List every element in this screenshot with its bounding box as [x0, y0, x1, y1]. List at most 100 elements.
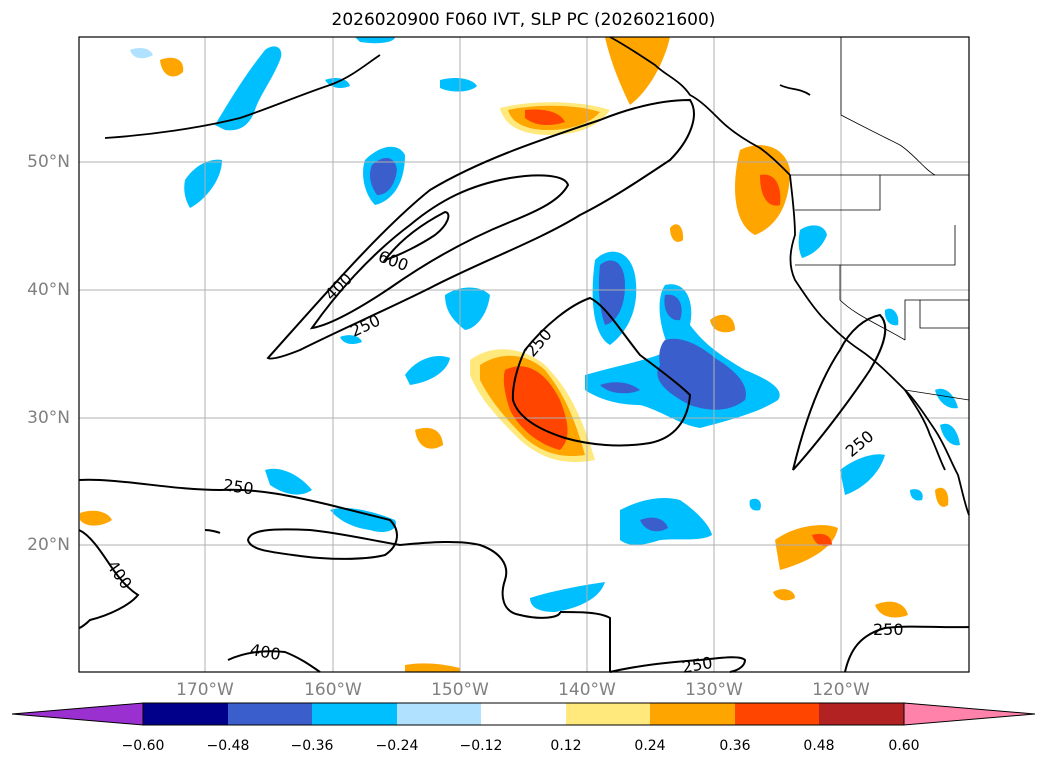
- colorbar-segment: [819, 703, 904, 725]
- anomaly-patch: [598, 260, 625, 325]
- lon-label: 170°W: [176, 680, 234, 700]
- anomaly-patch: [440, 78, 477, 92]
- contour-label: 250: [681, 653, 714, 677]
- anomaly-patch: [670, 224, 684, 242]
- colorbar-tick-label: 0.36: [719, 738, 751, 754]
- lon-label: 140°W: [558, 680, 616, 700]
- colorbar-segment: [735, 703, 819, 725]
- colorbar-tick-label: −0.48: [206, 738, 250, 754]
- contour-line: [382, 210, 450, 262]
- anomaly-patch: [875, 601, 908, 618]
- gridlines: [79, 37, 969, 672]
- anomaly-patch: [130, 47, 153, 59]
- political-boundaries: [790, 37, 970, 401]
- anomaly-patch: [940, 423, 960, 446]
- anomaly-patch: [525, 109, 565, 126]
- positive-anomaly-fields: [80, 37, 949, 672]
- anomaly-patch: [935, 487, 949, 507]
- contour-line: [309, 174, 570, 330]
- anomaly-patch: [884, 308, 899, 326]
- lat-label: 50°N: [27, 152, 70, 172]
- colorbar-segment: [228, 703, 312, 725]
- anomaly-patch: [415, 427, 443, 449]
- colorbar-tick-label: −0.36: [290, 738, 334, 754]
- lat-label: 40°N: [27, 280, 70, 300]
- colorbar-extend-high: [903, 702, 1036, 726]
- anomaly-patch: [340, 335, 362, 345]
- anomaly-patch: [405, 663, 460, 672]
- colorbar-segment: [312, 703, 397, 725]
- anomaly-patch: [160, 57, 184, 77]
- anomaly-patch: [215, 46, 282, 131]
- colorbar: [11, 702, 1036, 726]
- anomaly-patch: [355, 37, 395, 44]
- anomaly-patch: [530, 582, 605, 612]
- contour-line: [609, 656, 747, 673]
- anomaly-patch: [749, 498, 761, 511]
- coastline-aleutians: [104, 54, 381, 139]
- contour-line: [78, 529, 140, 629]
- coastlines: [104, 36, 970, 516]
- anomaly-patch: [760, 174, 781, 206]
- map-frame: [78, 36, 970, 673]
- lat-label: 20°N: [27, 535, 70, 555]
- anomaly-patch: [503, 366, 568, 450]
- coastline-alaska: [609, 36, 791, 176]
- contour-label: 250: [222, 475, 255, 498]
- coastline-west-coast: [789, 174, 970, 516]
- anomaly-patch: [664, 294, 682, 321]
- colorbar-tick-label: −0.24: [375, 738, 419, 754]
- anomaly-patch: [184, 159, 222, 208]
- anomaly-patch: [812, 533, 832, 547]
- anomaly-patch: [710, 314, 735, 333]
- lon-label: 160°W: [304, 680, 362, 700]
- colorbar-segment: [397, 703, 481, 725]
- contour-line: [559, 611, 611, 672]
- anomaly-patch: [657, 338, 746, 410]
- anomaly-patch: [605, 37, 670, 105]
- contour-line: [227, 650, 321, 673]
- contour-label: 250: [873, 620, 904, 639]
- colorbar-tick-label: 0.48: [803, 738, 835, 754]
- anomaly-patch: [405, 355, 450, 385]
- contour-line: [78, 478, 561, 619]
- lon-label: 130°W: [685, 680, 743, 700]
- colorbar-tick-label: −0.60: [121, 738, 165, 754]
- coastline-baja: [904, 389, 946, 471]
- anomaly-patch: [798, 225, 827, 258]
- coastline-islands: [779, 84, 811, 96]
- colorbar-tick-label: 0.60: [888, 738, 920, 754]
- colorbar-extend-low: [11, 702, 144, 726]
- anomaly-patch: [840, 454, 885, 495]
- negative-anomaly-fields: [130, 37, 960, 612]
- colorbar-tick-label: −0.12: [459, 738, 503, 754]
- lon-label: 120°W: [812, 680, 870, 700]
- anomaly-patch: [369, 158, 397, 195]
- contour-line: [266, 98, 695, 360]
- colorbar-segment: [650, 703, 735, 725]
- anomaly-patch: [600, 382, 640, 394]
- anomaly-patch: [640, 517, 668, 532]
- anomaly-patch: [265, 468, 312, 495]
- anomaly-patch: [80, 510, 112, 526]
- anomaly-patch: [330, 508, 396, 532]
- colorbar-tick-label: 0.24: [634, 738, 666, 754]
- colorbar-tick-label: 0.12: [550, 738, 582, 754]
- slp-contours: [78, 98, 970, 673]
- map-title: 2026020900 F060 IVT, SLP PC (2026021600): [331, 10, 716, 30]
- colorbar-segment: [481, 703, 566, 725]
- lon-label: 150°W: [431, 680, 489, 700]
- anomaly-patch: [445, 287, 490, 330]
- anomaly-patch: [910, 489, 923, 501]
- colorbar-segment: [566, 703, 650, 725]
- contour-line: [204, 529, 221, 534]
- anomaly-patch: [620, 498, 712, 545]
- lat-label: 30°N: [27, 408, 70, 428]
- colorbar-segment: [143, 703, 228, 725]
- contour-line: [792, 313, 887, 471]
- anomaly-patch: [935, 388, 958, 409]
- contour-line: [511, 296, 692, 447]
- anomaly-patch: [773, 589, 795, 601]
- contour-line: [844, 625, 970, 673]
